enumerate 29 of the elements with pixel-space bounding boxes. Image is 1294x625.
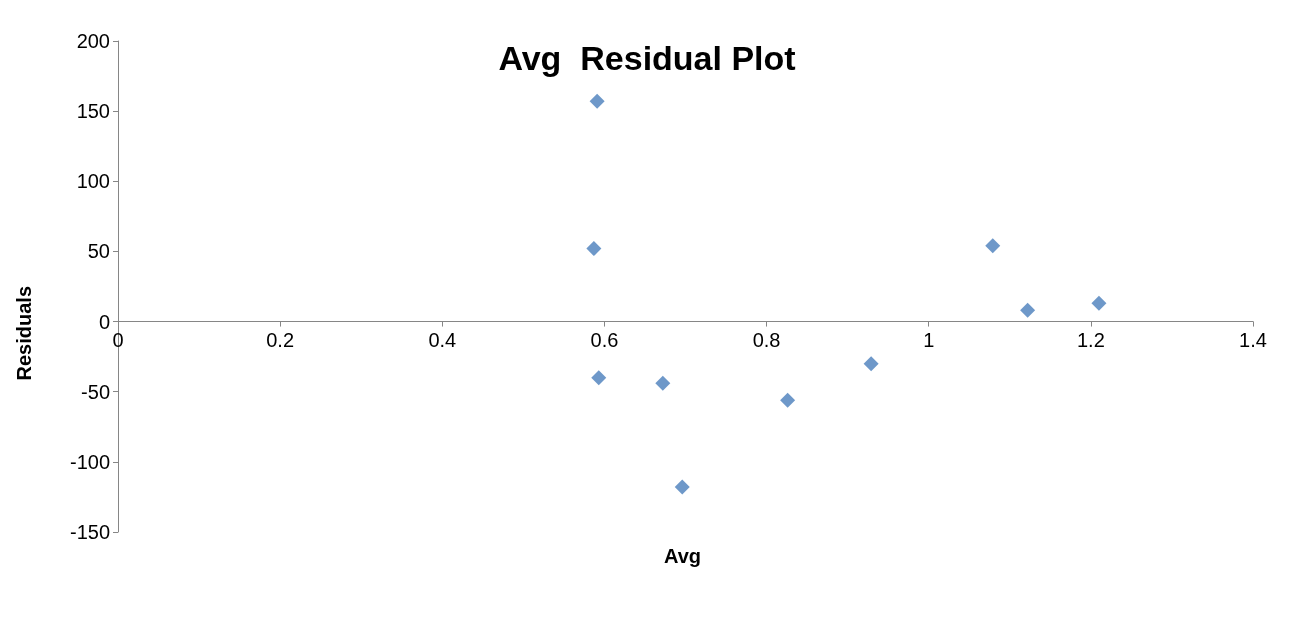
x-tick-label: 1 xyxy=(923,328,935,351)
x-tick-label: 0.2 xyxy=(266,328,295,351)
point xyxy=(586,241,602,257)
y-tick-label: 0 xyxy=(98,310,110,333)
point xyxy=(674,479,690,495)
chart-title: Avg Residual Plot xyxy=(498,39,796,77)
point xyxy=(863,356,879,372)
x-tick-label: 0.4 xyxy=(428,328,457,351)
point xyxy=(985,238,1001,254)
y-tick-label: -100 xyxy=(69,450,110,473)
y-tick-label: 150 xyxy=(76,100,110,123)
point xyxy=(1091,295,1107,311)
x-tick-label: 0.8 xyxy=(752,328,781,351)
x-axis-title: Avg xyxy=(664,545,702,567)
x-tick-label: 1.4 xyxy=(1239,328,1267,351)
point xyxy=(591,370,607,386)
x-tick-label: 0.6 xyxy=(590,328,619,351)
y-tick-label: 50 xyxy=(87,240,110,263)
y-tick-label: 100 xyxy=(76,170,110,193)
point xyxy=(780,392,796,408)
x-tick-label: 1.2 xyxy=(1076,328,1105,351)
y-tick-label: -150 xyxy=(69,521,110,543)
x-tick-label: 0 xyxy=(112,328,124,351)
point xyxy=(655,375,671,391)
y-tick-label: 200 xyxy=(76,30,110,52)
y-tick-label: -50 xyxy=(81,380,110,403)
point xyxy=(589,93,605,109)
y-axis-title: Residuals xyxy=(13,286,35,381)
point xyxy=(1020,302,1036,318)
